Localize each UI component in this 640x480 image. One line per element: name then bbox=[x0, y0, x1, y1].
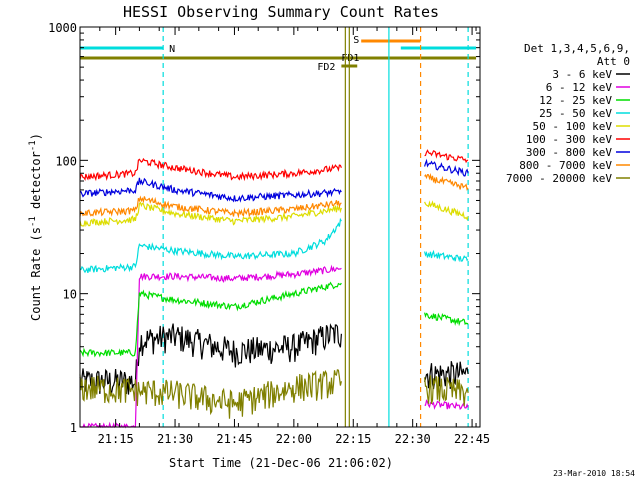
flag-label-fd2: FD2 bbox=[317, 62, 335, 73]
y-tick-label: 100 bbox=[55, 154, 77, 168]
legend-label: 100 - 300 keV bbox=[526, 133, 612, 146]
series-line bbox=[424, 312, 469, 327]
series-line bbox=[424, 172, 469, 191]
plot-frame bbox=[79, 26, 481, 428]
flag-label-n: N bbox=[169, 44, 175, 55]
legend-label: 25 - 50 keV bbox=[539, 107, 612, 120]
series-line bbox=[79, 157, 342, 182]
series-800-7000-kev bbox=[79, 172, 469, 219]
legend-header-line-1: Det 1,3,4,5,6,9, bbox=[524, 42, 630, 55]
x-tick-label: 22:30 bbox=[395, 432, 431, 446]
series-line bbox=[79, 281, 342, 358]
series-line bbox=[424, 249, 469, 263]
y-axis-label: Count Rate (s-1 detector-1) bbox=[28, 133, 43, 321]
y-tick-label: 1000 bbox=[48, 21, 77, 35]
legend-label: 12 - 25 keV bbox=[539, 94, 612, 107]
series-12-25-kev bbox=[79, 281, 469, 358]
x-tick-label: 21:30 bbox=[157, 432, 193, 446]
series-line bbox=[79, 177, 342, 203]
series-line bbox=[424, 375, 469, 407]
y-tick-label: 10 bbox=[63, 288, 77, 302]
flag-label-fd1: FD1 bbox=[341, 53, 359, 64]
series-7000-20000-kev bbox=[79, 369, 469, 419]
legend-label: 6 - 12 keV bbox=[546, 81, 613, 94]
chart-title: HESSI Observing Summary Count Rates bbox=[123, 3, 439, 21]
x-axis-label: Start Time (21-Dec-06 21:06:02) bbox=[169, 456, 393, 470]
series-line bbox=[79, 217, 342, 274]
legend-label: 300 - 800 keV bbox=[526, 146, 612, 159]
series-6-12-kev bbox=[80, 264, 469, 429]
legend-header-line-2: Att 0 bbox=[597, 55, 630, 68]
series-300-800-kev bbox=[79, 158, 469, 203]
vertical-line-layer bbox=[162, 27, 469, 427]
series-line bbox=[424, 158, 469, 177]
series-line bbox=[424, 361, 469, 390]
legend-label: 800 - 7000 keV bbox=[519, 159, 612, 172]
x-tick-label: 22:00 bbox=[276, 432, 312, 446]
series-50-100-kev bbox=[79, 200, 469, 228]
flag-layer: N S FD1 FD2 bbox=[80, 35, 477, 73]
series-line bbox=[424, 149, 469, 164]
y-tick-label: 1 bbox=[70, 421, 77, 435]
series-line bbox=[79, 201, 342, 228]
legend-label: 3 - 6 keV bbox=[552, 68, 612, 81]
flag-label-s: S bbox=[353, 35, 359, 46]
series-line bbox=[79, 369, 342, 419]
x-tick-label: 22:45 bbox=[454, 432, 490, 446]
series-100-300-kev bbox=[79, 149, 469, 182]
axis-layer: 21:15 21:30 21:45 22:00 22:15 22:30 22:45 1 10 10… bbox=[48, 21, 490, 446]
series-line bbox=[79, 195, 342, 219]
series-layer bbox=[79, 149, 469, 429]
x-tick-label: 21:45 bbox=[216, 432, 252, 446]
x-tick-label: 22:15 bbox=[335, 432, 371, 446]
series-line bbox=[424, 200, 469, 221]
legend-label: 7000 - 20000 keV bbox=[506, 172, 612, 185]
legend-label: 50 - 100 keV bbox=[533, 120, 613, 133]
series-25-50-kev bbox=[79, 217, 469, 274]
footer-timestamp: 23-Mar-2010 18:54 bbox=[553, 469, 635, 478]
x-tick-label: 21:15 bbox=[98, 432, 134, 446]
